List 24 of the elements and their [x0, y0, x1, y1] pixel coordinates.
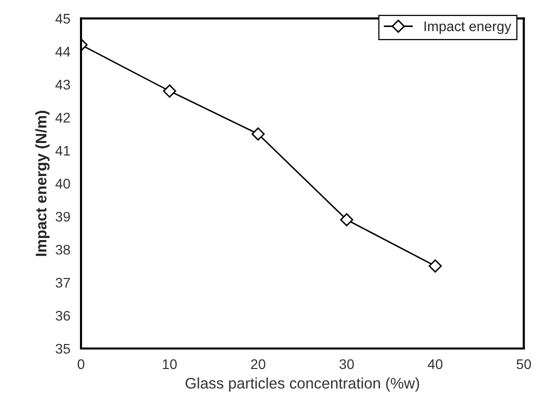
y-tick-label: 38	[56, 244, 70, 255]
x-tick-label: 10	[162, 359, 177, 370]
x-tick-label: 20	[251, 359, 266, 370]
y-axis-title: Impact energy (N/m)	[35, 110, 50, 256]
x-tick-label: 50	[516, 359, 531, 370]
x-tick-label: 40	[428, 359, 442, 370]
point	[252, 127, 265, 141]
y-tick-label: 40	[55, 178, 70, 189]
y-tick-label: 43	[55, 80, 70, 90]
point	[428, 259, 442, 273]
x-tick-label: 30	[339, 359, 354, 370]
y-tick-label: 44	[55, 46, 70, 56]
x-tick-label: 0	[78, 359, 84, 370]
y-tick-label: 39	[56, 212, 70, 222]
x-axis-title: Glass particles concentration (%w)	[186, 377, 420, 392]
y-tick-label: 37	[56, 278, 70, 288]
y-tick-label: 35	[56, 344, 70, 354]
y-tick-label: 45	[55, 14, 70, 24]
y-tick-label: 36	[56, 310, 70, 321]
y-tick-label: 41	[55, 146, 70, 156]
point	[340, 213, 354, 226]
y-tick-label: 42	[55, 112, 70, 122]
legend-label: Impact energy	[424, 22, 512, 34]
point	[162, 84, 176, 98]
